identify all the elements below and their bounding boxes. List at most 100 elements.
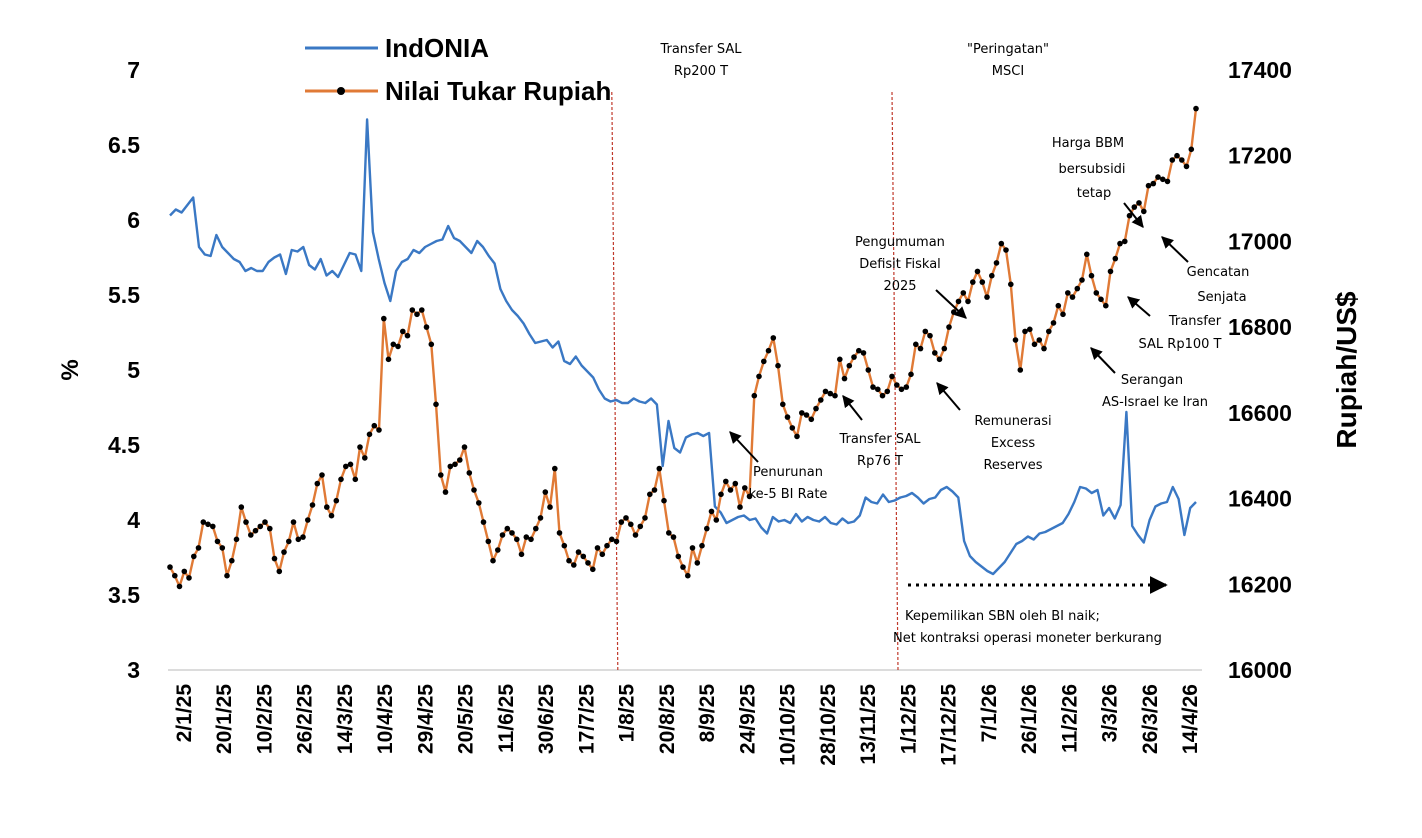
legend: IndONIA Nilai Tukar Rupiah [305, 33, 611, 106]
left-tick-label: 6 [127, 207, 140, 233]
rupiah-point [1145, 182, 1152, 189]
rupiah-point [846, 362, 853, 369]
rupiah-point [1017, 367, 1024, 373]
right-tick-label: 16400 [1228, 486, 1292, 512]
rupiah-point [224, 572, 230, 579]
rupiah-point [827, 390, 834, 397]
arrow-bbm [1123, 202, 1144, 228]
legend-marker-rupiah [337, 87, 345, 95]
rupiah-point [951, 309, 957, 315]
rupiah-point [870, 384, 876, 390]
right-tick-label: 16600 [1228, 400, 1292, 426]
rupiah-point [960, 290, 967, 296]
rupiah-point [1046, 328, 1052, 335]
x-tick-label: 10/4/25 [374, 684, 397, 754]
rupiah-point [167, 564, 173, 570]
rupiah-point [898, 386, 905, 393]
rupiah-point [172, 572, 178, 579]
rupiah-point [808, 416, 815, 423]
rupiah-point [965, 298, 971, 305]
annotation-bbm-line3: tetap [1077, 186, 1111, 201]
annotation-gencatan-line2: Senjata [1197, 290, 1246, 305]
rupiah-point [428, 341, 435, 348]
rupiah-point [1160, 176, 1166, 183]
rupiah-point [290, 519, 297, 525]
rupiah-point [599, 551, 606, 558]
rupiah-point [338, 476, 344, 483]
rupiah-point [186, 575, 192, 581]
rupiah-point [181, 568, 188, 575]
rupiah-point [219, 545, 226, 551]
rupiah-point [1107, 268, 1114, 275]
rupiah-point [533, 525, 539, 532]
rupiah-point [286, 538, 292, 545]
rupiah-point [737, 504, 743, 510]
rupiah-point [713, 517, 720, 523]
annotation-fiskal-line2: Defisit Fiskal [859, 257, 941, 272]
rupiah-point [984, 294, 990, 300]
rupiah-point [419, 307, 425, 313]
rupiah-point [281, 549, 287, 555]
rupiah-point [879, 392, 886, 399]
x-axis-ticks: 2/1/25 20/1/25 10/2/25 26/2/25 14/3/25 10/4/2… [173, 684, 1202, 766]
annotation-sal200-line1: Transfer SAL [659, 42, 742, 57]
annotation-sbn-line1: Kepemilikan SBN oleh BI naik; [905, 609, 1100, 624]
rupiah-point [680, 564, 686, 570]
rupiah-point [504, 525, 511, 532]
rupiah-point [941, 345, 948, 352]
rupiah-point [366, 431, 373, 438]
rupiah-point [176, 583, 183, 590]
x-tick-label: 17/7/25 [575, 684, 598, 754]
rupiah-point [917, 345, 924, 352]
x-tick-label: 29/4/25 [414, 684, 437, 754]
x-tick-label: 11/2/26 [1058, 684, 1081, 753]
rupiah-point [851, 354, 857, 360]
rupiah-point [837, 356, 843, 363]
rupiah-point [324, 504, 330, 510]
rupiah-point [205, 521, 211, 528]
rupiah-point [1041, 345, 1047, 352]
rupiah-point [609, 536, 615, 543]
rupiah-point [1098, 296, 1104, 303]
rupiah-point [1027, 326, 1033, 333]
x-tick-label: 24/9/25 [736, 684, 759, 754]
rupiah-point [604, 542, 610, 549]
rupiah-point [585, 560, 591, 566]
rupiah-point [685, 572, 691, 579]
rupiah-point [409, 307, 416, 313]
rupiah-point [903, 384, 910, 390]
rupiah-point [1179, 157, 1185, 163]
x-tick-label: 3/3/26 [1099, 684, 1122, 742]
rupiah-point [979, 279, 986, 285]
rupiah-point [414, 311, 420, 318]
x-tick-label: 10/10/25 [777, 684, 800, 766]
rupiah-point [1093, 290, 1100, 296]
rupiah-point [200, 519, 207, 525]
rupiah-point [347, 461, 354, 468]
rupiah-point [723, 478, 729, 485]
annotation-bbm-line2: bersubsidi [1058, 162, 1125, 177]
x-tick-label: 1/12/25 [897, 684, 920, 754]
rupiah-point [670, 534, 677, 540]
rupiah-point [333, 497, 340, 504]
rupiah-point [675, 553, 682, 560]
rupiah-point [989, 272, 995, 279]
rupiah-point [841, 375, 848, 382]
rupiah-point [1169, 157, 1176, 163]
rupiah-point [865, 367, 872, 373]
annotation-fiskal-line3: 2025 [883, 279, 916, 294]
left-tick-label: 3.5 [108, 582, 140, 608]
right-tick-label: 17400 [1228, 57, 1292, 83]
rupiah-point [461, 444, 468, 450]
right-tick-label: 16000 [1228, 657, 1292, 683]
annotation-serangan-line2: AS-Israel ke Iran [1102, 395, 1208, 410]
rupiah-point [433, 401, 439, 408]
x-tick-label: 7/1/26 [978, 684, 1001, 742]
rupiah-point [276, 568, 283, 575]
rupiah-point [471, 487, 477, 493]
annotation-sal76-line1: Transfer SAL [838, 432, 921, 447]
rupiah-point [457, 457, 463, 463]
rupiah-point [922, 328, 929, 335]
rupiah-point [314, 480, 321, 487]
rupiah-point [214, 538, 221, 545]
